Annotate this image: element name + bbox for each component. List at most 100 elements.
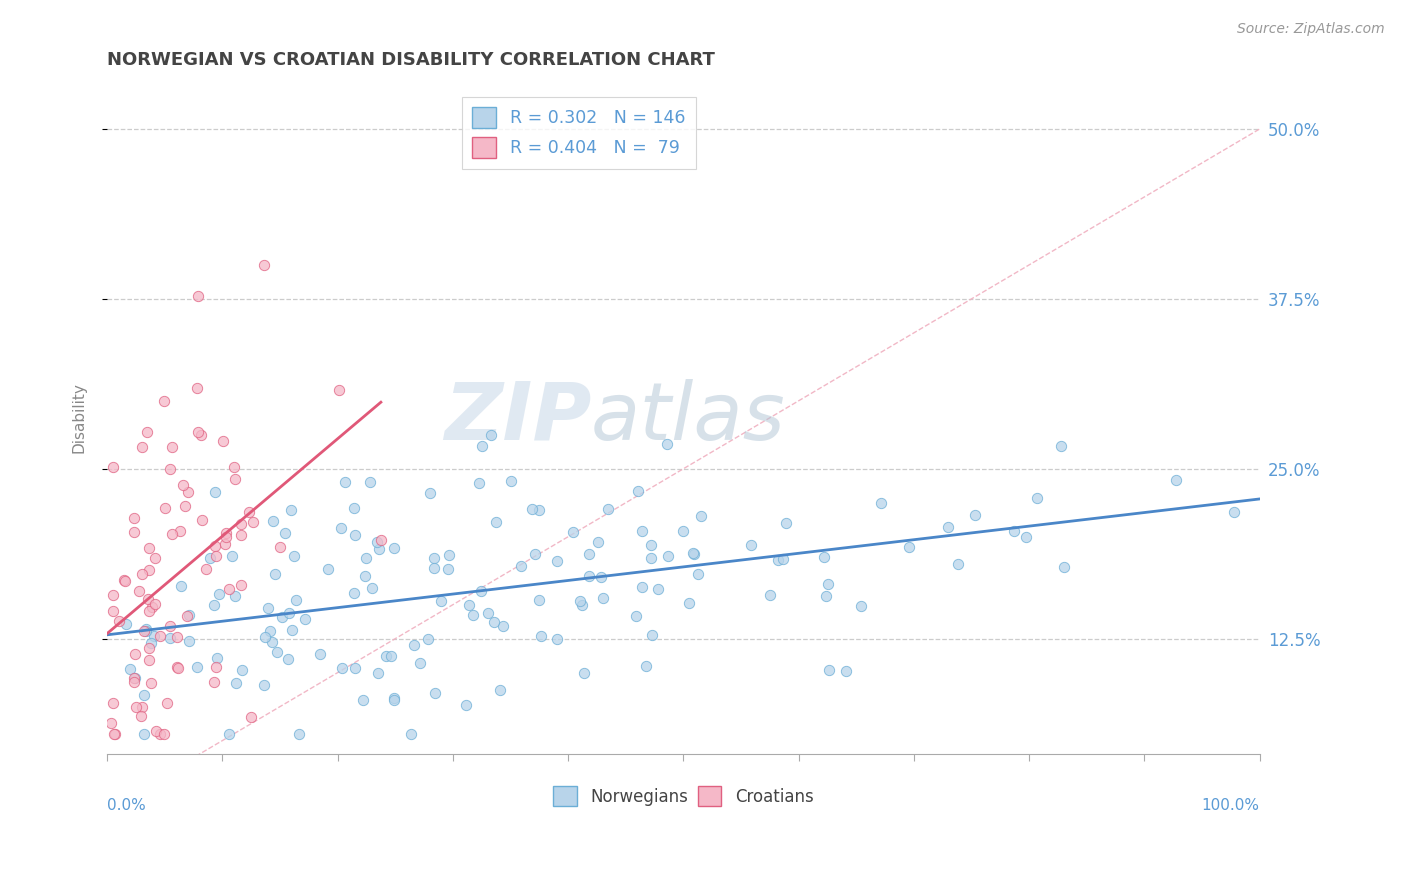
Point [309,647,332,661]
Point [231,663,253,677]
Point [655,436,678,450]
Point [214,537,236,551]
Point [139,636,162,650]
Point [624,609,647,624]
Point [409,656,432,670]
Point [499,475,522,489]
Point [382,690,405,705]
Point [572,665,595,680]
Point [131,709,153,723]
Point [208,587,231,601]
Point [128,584,150,599]
Point [138,563,160,577]
Point [1050,439,1073,453]
Point [690,508,713,523]
Point [479,427,502,442]
Point [173,499,195,513]
Point [262,514,284,528]
Point [186,660,208,674]
Point [202,598,225,612]
Point [294,611,316,625]
Point [160,441,183,455]
Point [849,599,872,614]
Point [367,542,389,557]
Point [204,549,226,564]
Point [571,598,593,612]
Point [224,589,246,603]
Point [153,393,176,408]
Point [419,485,441,500]
Point [138,653,160,667]
Point [257,600,280,615]
Point [592,591,614,606]
Point [269,540,291,554]
Point [122,524,145,539]
Point [546,632,568,646]
Point [155,501,177,516]
Point [215,526,238,541]
Point [278,606,301,620]
Point [402,638,425,652]
Point [489,682,512,697]
Point [529,503,551,517]
Point [212,434,235,448]
Point [280,503,302,517]
Point [166,660,188,674]
Point [136,591,159,606]
Point [264,567,287,582]
Point [143,629,166,643]
Point [225,675,247,690]
Point [354,550,377,565]
Point [218,582,240,597]
Point [104,727,127,741]
Point [598,502,620,516]
Point [354,569,377,583]
Point [101,696,124,710]
Point [159,619,181,633]
Text: ZIP: ZIP [444,379,591,457]
Point [270,610,292,624]
Point [172,477,194,491]
Point [344,528,367,542]
Point [898,540,921,554]
Point [141,600,163,615]
Point [177,607,200,622]
Point [436,562,458,576]
Point [586,535,609,549]
Point [224,472,246,486]
Point [815,589,838,603]
Point [204,485,226,500]
Point [640,538,662,552]
Point [485,515,508,529]
Point [422,550,444,565]
Point [274,526,297,541]
Point [578,569,600,583]
Point [330,660,353,674]
Point [640,551,662,566]
Point [204,660,226,674]
Point [672,524,695,538]
Point [132,624,155,639]
Point [399,727,422,741]
Point [470,584,492,599]
Point [418,632,440,647]
Point [463,608,485,623]
Point [283,549,305,563]
Point [772,551,794,566]
Text: 100.0%: 100.0% [1202,798,1260,813]
Point [936,520,959,534]
Point [423,685,446,699]
Point [458,598,481,612]
Point [138,604,160,618]
Point [328,383,350,397]
Point [118,662,141,676]
Point [215,530,238,544]
Point [352,693,374,707]
Point [382,541,405,555]
Point [1025,491,1047,505]
Point [138,541,160,555]
Point [1164,473,1187,487]
Point [530,629,553,643]
Point [124,675,146,690]
Point [343,501,366,516]
